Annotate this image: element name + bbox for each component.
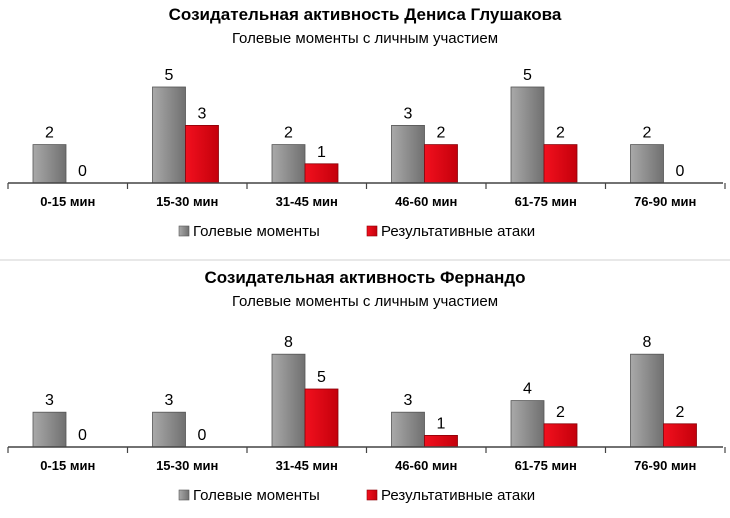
data-label-chances-5: 8 (643, 334, 652, 351)
bar-chances-0 (32, 144, 67, 184)
x-tick-label-3: 46-60 мин (395, 458, 457, 473)
bar-chances-4 (510, 86, 545, 184)
data-label-chances-2: 8 (284, 334, 293, 351)
data-label-chances-1: 5 (165, 67, 174, 84)
bar-chances-1 (152, 86, 186, 184)
chart-separator (0, 259, 730, 261)
data-label-attacks-5: 0 (676, 163, 685, 180)
data-label-attacks-4: 2 (556, 404, 565, 421)
bar-chances-5 (630, 353, 664, 448)
chart-1-plot: 2 5 2 3 5 2 0 3 1 2 2 0 0-15 мин 15-30 мин 31-45 мин 46… (7, 67, 726, 240)
x-tick-label-5: 76-90 мин (634, 458, 696, 473)
bar-attacks-2 (304, 163, 339, 184)
data-label-attacks-3: 1 (437, 415, 446, 432)
data-label-attacks-3: 2 (437, 125, 446, 142)
legend-label-chances: Голевые моменты (193, 223, 320, 240)
x-tick-label-0: 0-15 мин (40, 194, 95, 209)
bar-attacks-3 (424, 144, 458, 184)
data-label-chances-3: 3 (404, 105, 413, 122)
bar-chances-0 (32, 411, 67, 448)
legend-swatch-chances (178, 225, 190, 237)
bar-chances-2 (271, 144, 306, 184)
bar-chances-2 (271, 353, 306, 448)
legend-label-attacks: Результативные атаки (381, 223, 535, 240)
x-tick-label-4: 61-75 мин (515, 458, 577, 473)
legend-swatch-attacks (366, 489, 378, 501)
data-label-attacks-2: 1 (317, 144, 326, 161)
data-label-chances-3: 3 (404, 392, 413, 409)
data-label-chances-2: 2 (284, 125, 293, 142)
data-label-attacks-4: 2 (556, 125, 565, 142)
x-tick-label-3: 46-60 мин (395, 194, 457, 209)
bar-attacks-5 (663, 423, 697, 448)
chart-1-subtitle: Голевые моменты с личным участием (231, 30, 499, 47)
x-tick-label-4: 61-75 мин (515, 194, 577, 209)
bar-chances-3 (391, 125, 425, 184)
data-label-chances-0: 3 (45, 392, 54, 409)
data-label-attacks-1: 3 (198, 105, 207, 122)
bar-chances-4 (510, 400, 545, 448)
data-label-attacks-1: 0 (198, 427, 207, 444)
x-tick-label-1: 15-30 мин (156, 194, 218, 209)
x-tick-label-5: 76-90 мин (634, 194, 696, 209)
chart-2-subtitle: Голевые моменты с личным участием (231, 293, 499, 310)
data-label-chances-4: 5 (523, 67, 532, 84)
x-tick-label-2: 31-45 мин (276, 458, 338, 473)
legend-swatch-attacks (366, 225, 378, 237)
data-label-attacks-2: 5 (317, 369, 326, 386)
data-label-chances-4: 4 (523, 381, 532, 398)
data-label-attacks-0: 0 (78, 427, 87, 444)
x-tick-label-1: 15-30 мин (156, 458, 218, 473)
bar-attacks-4 (543, 423, 578, 448)
data-label-attacks-5: 2 (676, 404, 685, 421)
data-label-chances-0: 2 (45, 125, 54, 142)
bar-attacks-2 (304, 388, 339, 448)
legend-label-attacks: Результативные атаки (381, 487, 535, 504)
x-tick-label-2: 31-45 мин (276, 194, 338, 209)
legend-swatch-chances (178, 489, 190, 501)
bar-attacks-4 (543, 144, 578, 184)
data-label-attacks-0: 0 (78, 163, 87, 180)
chart-2-title: Созидательная активность Фернандо (204, 268, 526, 287)
data-label-chances-5: 2 (643, 125, 652, 142)
bar-chances-1 (152, 411, 186, 448)
bar-chances-5 (630, 144, 664, 184)
chart-2-plot: 3 3 8 3 4 8 0 0 5 1 2 2 0-15 мин 15-30 мин 31-45 мин 46… (7, 334, 726, 504)
bar-attacks-1 (185, 125, 219, 184)
bar-chances-3 (391, 411, 425, 448)
data-label-chances-1: 3 (165, 392, 174, 409)
chart-1-title: Созидательная активность Дениса Глушаков… (168, 5, 562, 24)
x-tick-label-0: 0-15 мин (40, 458, 95, 473)
bar-attacks-3 (424, 434, 458, 448)
legend-label-chances: Голевые моменты (193, 487, 320, 504)
